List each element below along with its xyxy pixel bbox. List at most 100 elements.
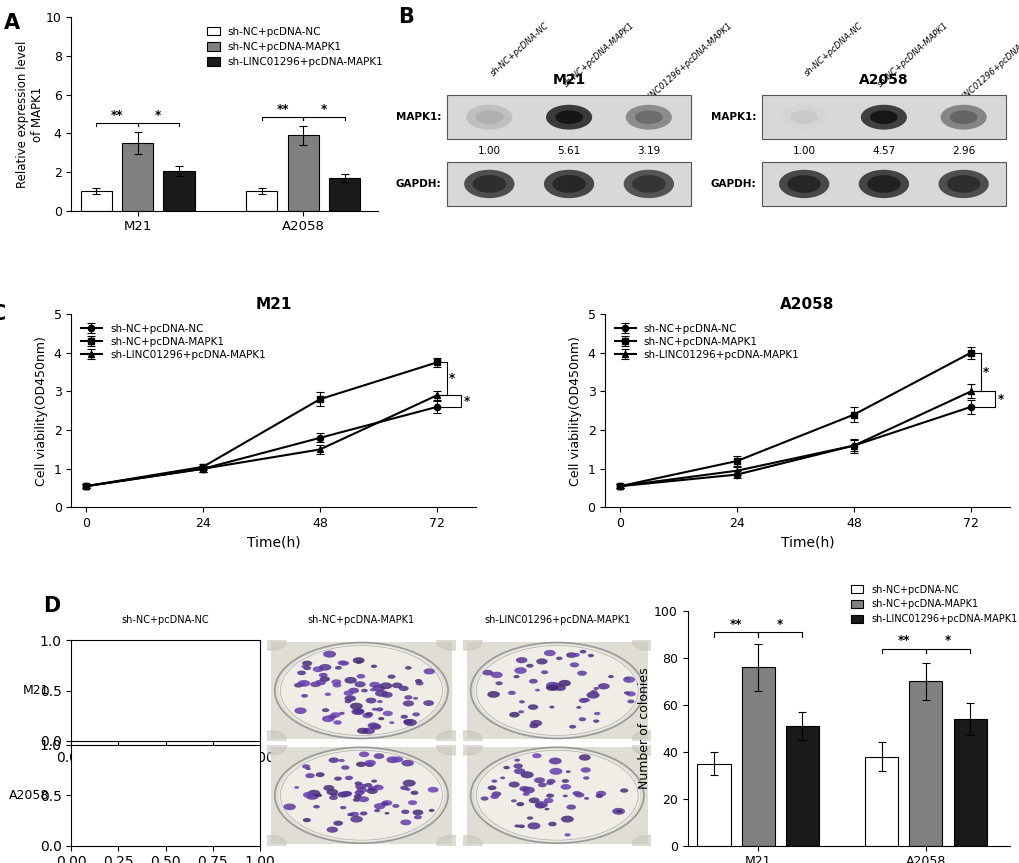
Circle shape bbox=[378, 717, 384, 721]
Circle shape bbox=[502, 765, 510, 770]
Circle shape bbox=[185, 765, 195, 770]
Circle shape bbox=[403, 701, 414, 707]
Circle shape bbox=[404, 696, 412, 700]
Text: A: A bbox=[4, 14, 20, 34]
Circle shape bbox=[514, 824, 520, 828]
Circle shape bbox=[627, 700, 634, 703]
Circle shape bbox=[169, 823, 181, 830]
Circle shape bbox=[356, 660, 362, 664]
Circle shape bbox=[164, 795, 169, 797]
Circle shape bbox=[576, 706, 581, 709]
Bar bbox=[697, 764, 730, 846]
Circle shape bbox=[353, 797, 360, 802]
Circle shape bbox=[348, 688, 359, 693]
Text: D: D bbox=[43, 595, 60, 616]
Ellipse shape bbox=[543, 170, 594, 198]
Circle shape bbox=[495, 681, 502, 685]
Circle shape bbox=[532, 753, 541, 759]
Circle shape bbox=[240, 634, 271, 650]
Circle shape bbox=[214, 665, 219, 668]
Circle shape bbox=[392, 804, 399, 808]
Text: *: * bbox=[997, 393, 1003, 406]
Circle shape bbox=[572, 791, 581, 796]
Circle shape bbox=[355, 781, 362, 785]
Circle shape bbox=[334, 777, 341, 781]
Ellipse shape bbox=[551, 175, 585, 192]
Circle shape bbox=[351, 709, 364, 715]
Circle shape bbox=[180, 772, 191, 777]
Circle shape bbox=[156, 693, 163, 696]
Circle shape bbox=[386, 756, 398, 763]
Circle shape bbox=[511, 799, 517, 803]
Circle shape bbox=[302, 660, 312, 666]
Ellipse shape bbox=[625, 104, 672, 129]
Circle shape bbox=[423, 700, 434, 706]
Bar bbox=[163, 171, 195, 211]
Circle shape bbox=[301, 694, 308, 697]
Circle shape bbox=[205, 764, 214, 769]
Circle shape bbox=[583, 777, 589, 780]
Circle shape bbox=[508, 782, 520, 788]
Circle shape bbox=[344, 700, 352, 703]
Circle shape bbox=[256, 634, 285, 650]
Circle shape bbox=[302, 765, 310, 769]
Circle shape bbox=[156, 767, 161, 771]
Circle shape bbox=[413, 697, 418, 700]
Circle shape bbox=[387, 675, 395, 679]
Circle shape bbox=[161, 690, 171, 696]
Circle shape bbox=[535, 803, 545, 809]
Circle shape bbox=[534, 689, 539, 691]
Circle shape bbox=[333, 821, 342, 826]
Circle shape bbox=[566, 804, 576, 809]
Y-axis label: Relative expression level
of MAPK1: Relative expression level of MAPK1 bbox=[16, 41, 45, 187]
Circle shape bbox=[554, 685, 566, 691]
Circle shape bbox=[256, 835, 285, 852]
Circle shape bbox=[624, 691, 630, 695]
Text: 1.00: 1.00 bbox=[477, 146, 500, 155]
Circle shape bbox=[353, 658, 364, 664]
Text: **: ** bbox=[276, 104, 288, 117]
Circle shape bbox=[577, 671, 586, 676]
Circle shape bbox=[427, 787, 438, 792]
Circle shape bbox=[428, 809, 434, 812]
Circle shape bbox=[405, 666, 412, 670]
Circle shape bbox=[323, 651, 336, 658]
Circle shape bbox=[333, 721, 341, 725]
Circle shape bbox=[362, 713, 372, 718]
Circle shape bbox=[415, 681, 423, 685]
Bar bbox=[864, 757, 898, 846]
Circle shape bbox=[408, 800, 417, 805]
Circle shape bbox=[151, 789, 163, 796]
Bar bbox=[447, 161, 690, 206]
Circle shape bbox=[534, 778, 544, 784]
Circle shape bbox=[480, 797, 488, 801]
Circle shape bbox=[124, 661, 131, 665]
Circle shape bbox=[315, 772, 324, 777]
Circle shape bbox=[60, 731, 90, 747]
Circle shape bbox=[400, 715, 408, 719]
Circle shape bbox=[143, 691, 151, 696]
Circle shape bbox=[545, 781, 553, 785]
Circle shape bbox=[120, 679, 130, 685]
Text: sh-NC+pcDNA-MAPK1: sh-NC+pcDNA-MAPK1 bbox=[561, 21, 636, 89]
Circle shape bbox=[139, 797, 147, 802]
Circle shape bbox=[389, 721, 394, 724]
Circle shape bbox=[328, 715, 336, 719]
Circle shape bbox=[303, 818, 311, 822]
Ellipse shape bbox=[475, 110, 502, 124]
Circle shape bbox=[595, 791, 605, 797]
Circle shape bbox=[186, 824, 192, 827]
Circle shape bbox=[399, 785, 408, 790]
Title: A2058: A2058 bbox=[780, 297, 834, 312]
Circle shape bbox=[595, 794, 602, 798]
Bar bbox=[761, 161, 1005, 206]
Circle shape bbox=[145, 833, 150, 835]
Circle shape bbox=[372, 685, 384, 692]
Ellipse shape bbox=[83, 749, 249, 841]
Circle shape bbox=[165, 666, 177, 673]
Circle shape bbox=[632, 731, 662, 747]
Circle shape bbox=[356, 761, 366, 767]
Circle shape bbox=[122, 704, 132, 709]
Ellipse shape bbox=[632, 175, 665, 192]
Circle shape bbox=[412, 809, 423, 816]
